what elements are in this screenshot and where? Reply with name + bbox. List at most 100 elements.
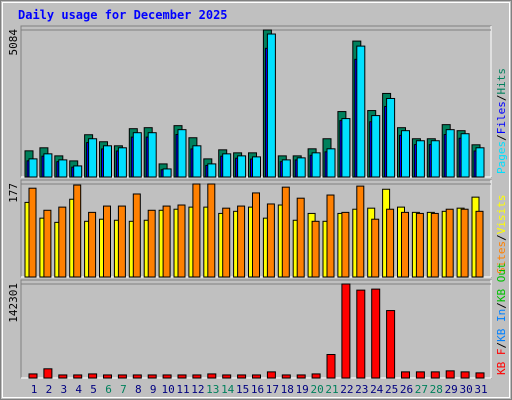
bar — [73, 165, 83, 178]
bar — [460, 208, 469, 278]
bar — [475, 147, 485, 178]
bar — [58, 159, 68, 178]
bar — [237, 155, 247, 178]
bar — [296, 157, 306, 178]
x-tick-label: 21 — [325, 383, 338, 396]
x-tick-label: 30 — [459, 383, 472, 396]
legend: Sites/Visits — [495, 195, 508, 275]
bar — [73, 184, 82, 278]
bar — [341, 283, 351, 379]
bar — [430, 140, 440, 178]
x-tick-label: 4 — [75, 383, 82, 396]
legend-entry: Visits — [495, 195, 508, 235]
bar — [401, 211, 409, 278]
bar — [386, 208, 395, 278]
bar — [371, 115, 381, 178]
bar — [177, 204, 186, 278]
x-tick-label: 31 — [474, 383, 487, 396]
panel — [20, 279, 492, 379]
x-tick-label: 19 — [296, 383, 309, 396]
x-tick-label: 9 — [150, 383, 157, 396]
bar — [460, 371, 470, 379]
bar — [177, 374, 187, 379]
bar — [43, 368, 53, 379]
x-tick-label: 17 — [266, 383, 279, 396]
x-tick-label: 20 — [310, 383, 323, 396]
bar — [192, 145, 202, 178]
legend-separator: / — [495, 134, 508, 141]
x-tick-label: 3 — [60, 383, 67, 396]
bar — [117, 205, 126, 278]
bar — [73, 374, 83, 379]
legend-entry: Sites — [495, 241, 508, 274]
bar — [237, 374, 247, 379]
bar — [415, 140, 425, 178]
x-tick-label: 22 — [340, 383, 353, 396]
bar — [296, 197, 305, 278]
x-tick-label: 25 — [385, 383, 398, 396]
bar — [43, 153, 53, 178]
x-tick-label: 28 — [430, 383, 443, 396]
y-tick-label: 142301 — [7, 283, 20, 323]
y-tick-label: 177 — [7, 183, 20, 203]
bar — [266, 203, 275, 278]
bar — [207, 163, 217, 178]
bar — [430, 371, 440, 379]
bar — [415, 371, 425, 379]
bar — [28, 158, 38, 178]
legend-separator: / — [495, 302, 508, 309]
bar — [296, 374, 306, 379]
bar — [88, 138, 98, 178]
bar — [58, 206, 67, 278]
bar — [177, 129, 187, 178]
x-tick-label: 12 — [191, 383, 204, 396]
bar — [162, 374, 172, 379]
bar — [252, 374, 261, 379]
x-tick-label: 10 — [161, 383, 174, 396]
y-tick-label: 5084 — [7, 29, 20, 56]
x-tick-label: 14 — [221, 383, 235, 396]
bar — [460, 133, 470, 178]
legend: Pages/Files/Hits — [495, 68, 508, 174]
bar — [192, 374, 202, 379]
legend: KB F/KB In/KB Out — [495, 262, 508, 375]
bar — [445, 370, 455, 379]
bar — [252, 156, 261, 178]
legend-entry: Pages — [495, 141, 508, 174]
legend-entry: Files — [495, 101, 508, 134]
bar — [371, 218, 380, 278]
x-tick-label: 29 — [445, 383, 458, 396]
bar — [28, 373, 38, 379]
x-tick-label: 8 — [135, 383, 142, 396]
legend-entry: KB Out — [495, 262, 508, 302]
bar — [401, 371, 410, 379]
x-tick-label: 2 — [46, 383, 53, 396]
bar — [147, 132, 157, 178]
bar — [162, 205, 171, 278]
bar — [341, 118, 351, 178]
bar — [132, 132, 142, 178]
bar — [103, 374, 112, 379]
bar — [281, 374, 291, 379]
bar — [43, 209, 52, 278]
bar — [132, 193, 141, 278]
bar — [341, 211, 350, 278]
bar — [28, 187, 37, 278]
bar — [445, 208, 454, 278]
bar — [475, 372, 485, 379]
legend-entry: Hits — [495, 68, 508, 95]
bar — [386, 97, 396, 178]
x-tick-label: 23 — [355, 383, 368, 396]
x-tick-label: 13 — [206, 383, 219, 396]
bar — [356, 45, 366, 178]
bar — [445, 129, 455, 178]
bar — [326, 148, 336, 178]
x-tick-label: 6 — [105, 383, 112, 396]
x-tick-label: 16 — [251, 383, 264, 396]
x-tick-label: 18 — [281, 383, 294, 396]
bar — [147, 374, 157, 379]
bar — [117, 147, 127, 178]
bar — [103, 205, 111, 278]
x-tick-label: 7 — [120, 383, 127, 396]
